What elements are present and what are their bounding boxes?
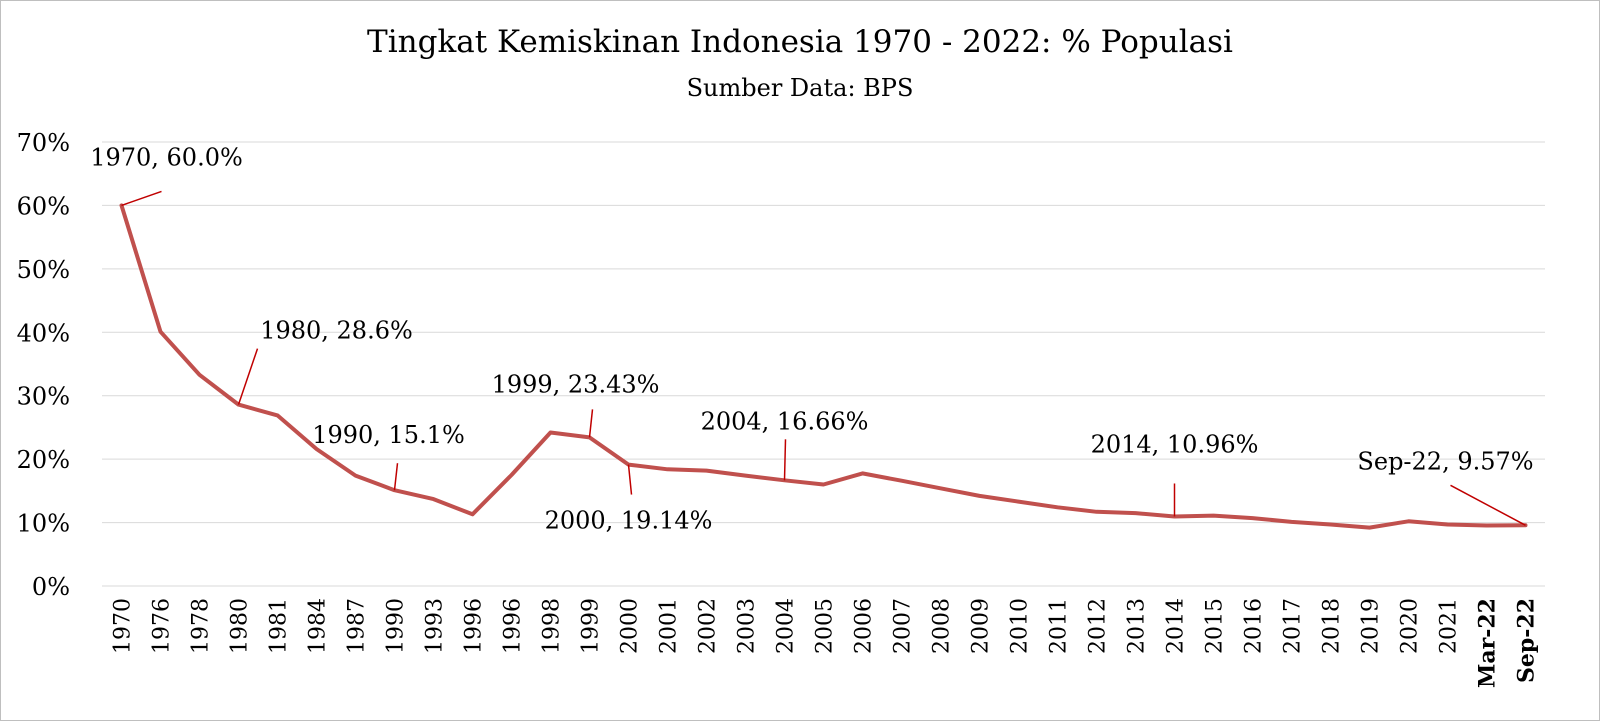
annotation-leader	[1450, 484, 1526, 526]
series-line	[119, 203, 1528, 530]
x-tick-label: 1990	[384, 598, 409, 654]
annotation-leaders	[121, 190, 1526, 526]
x-tick-label: 2003	[735, 598, 760, 654]
y-tick-label: 60%	[17, 192, 70, 220]
x-tick-label: Sep-22	[1514, 598, 1540, 683]
y-tick-label: 10%	[17, 510, 70, 538]
x-tick-label: 2008	[930, 598, 955, 654]
x-tick-label: 2021	[1437, 598, 1462, 654]
x-tick-label: 2017	[1281, 598, 1306, 654]
annotation-leader	[627, 464, 633, 495]
x-tick-label: 2013	[1125, 598, 1150, 654]
x-tick-label: 2019	[1359, 598, 1384, 654]
x-tick-label: 2018	[1320, 598, 1345, 654]
chart-title: Tingkat Kemiskinan Indonesia 1970 - 2022…	[367, 24, 1233, 60]
x-tick-label: 2010	[1008, 598, 1033, 654]
x-axis-ticks: 1970 1976 1978 1980 1981 1984 1987 1990 1993 1996…	[111, 598, 1540, 688]
x-tick-label: 2015	[1203, 598, 1228, 654]
x-tick-label: 2011	[1047, 598, 1072, 654]
annotation-leader	[588, 409, 594, 438]
x-tick-label: 2004	[774, 598, 799, 654]
data-label: Sep-22, 9.57%	[1357, 447, 1533, 475]
x-tick-label: 2009	[969, 598, 994, 654]
y-tick-label: 30%	[17, 383, 70, 411]
x-tick-label: 2012	[1086, 598, 1111, 654]
x-tick-label: 2016	[1242, 598, 1267, 654]
x-tick-label: 1976	[150, 598, 175, 654]
x-tick-label: 1981	[267, 598, 292, 654]
x-tick-label: 1999	[579, 598, 604, 654]
x-tick-label: 2000	[618, 598, 643, 654]
series-line-layer	[119, 203, 1528, 530]
x-tick-label: 1987	[345, 598, 370, 654]
y-tick-label: 40%	[17, 319, 70, 347]
annotation-leader	[237, 348, 259, 405]
data-label: 1999, 23.43%	[492, 370, 660, 398]
data-label: 2004, 16.66%	[701, 407, 869, 435]
x-tick-label: 2005	[813, 598, 838, 654]
y-tick-label: 70%	[17, 129, 70, 157]
x-tick-label: 1996	[501, 598, 526, 654]
x-tick-label: 2014	[1164, 598, 1189, 654]
gridlines	[102, 141, 1545, 587]
data-label: 1990, 15.1%	[312, 421, 465, 449]
data-label: 1980, 28.6%	[260, 317, 413, 345]
x-tick-label: 1970	[111, 598, 136, 654]
chart-subtitle: Sumber Data: BPS	[687, 74, 914, 102]
data-labels: 1970, 60.0% 1980, 28.6% 1990, 15.1% 1999, 2…	[90, 143, 1533, 534]
annotation-leader	[783, 439, 787, 481]
x-tick-label: Mar-22	[1475, 598, 1501, 688]
x-tick-label: 1980	[228, 598, 253, 654]
x-tick-label: 1993	[423, 598, 448, 654]
x-tick-label: 2007	[891, 598, 916, 654]
data-label: 1970, 60.0%	[90, 143, 243, 171]
x-tick-label: 1998	[540, 598, 565, 654]
y-tick-label: 20%	[17, 446, 70, 474]
x-tick-label: 2001	[657, 598, 682, 654]
data-label: 2014, 10.96%	[1091, 430, 1259, 458]
x-tick-label: 2020	[1398, 598, 1423, 654]
x-tick-label: 2006	[852, 598, 877, 654]
y-tick-label: 0%	[32, 573, 70, 601]
x-tick-label: 1984	[306, 598, 331, 654]
y-axis-ticks: 0% 10% 20% 30% 40% 50% 60% 70%	[17, 129, 70, 601]
x-tick-label: 1996	[462, 598, 487, 654]
x-tick-label: 1978	[189, 598, 214, 654]
data-label: 2000, 19.14%	[545, 507, 713, 535]
y-tick-label: 50%	[17, 256, 70, 284]
annotation-leader	[393, 463, 399, 491]
annotation-leader	[121, 190, 162, 207]
x-tick-label: 2002	[696, 598, 721, 654]
